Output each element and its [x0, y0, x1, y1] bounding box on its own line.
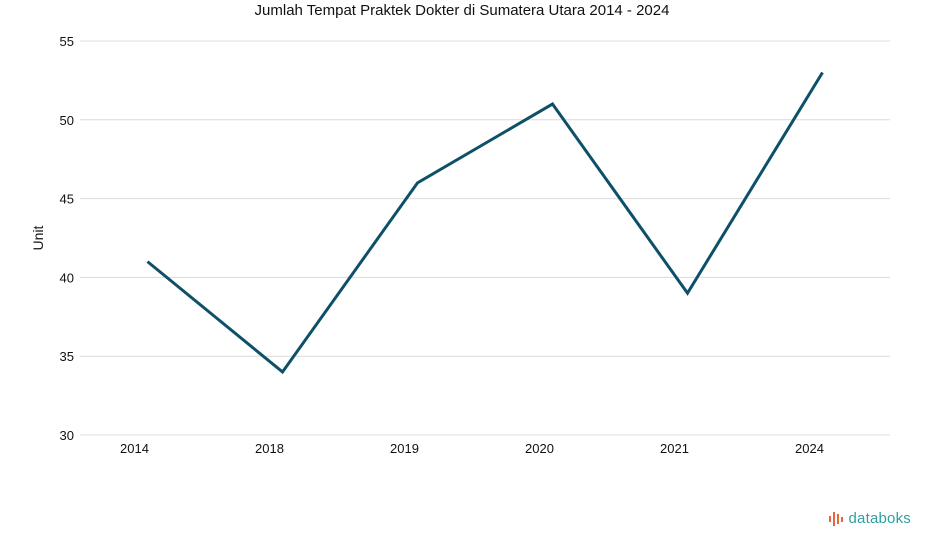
brand-name: databoks [848, 509, 911, 527]
y-tick-label: 55 [60, 34, 74, 49]
grid-lines [80, 40, 890, 436]
chart-title: Jumlah Tempat Praktek Dokter di Sumatera… [255, 2, 670, 19]
x-tick-label: 2019 [390, 441, 419, 456]
y-tick-label: 35 [60, 349, 74, 364]
x-tick-label: 2024 [795, 441, 824, 456]
databoks-bars-icon [828, 512, 843, 526]
x-tick-label: 2018 [255, 441, 284, 456]
y-tick-label: 40 [60, 270, 74, 285]
y-axis-label: Unit [30, 225, 46, 250]
databoks-logo: databoks [828, 509, 911, 527]
series-line [146, 71, 824, 375]
x-axis-ticks: 2014 2018 2019 2020 2021 2024 [120, 441, 824, 456]
x-tick-label: 2020 [525, 441, 554, 456]
series-group [146, 71, 824, 375]
y-axis-ticks: 30 35 40 45 50 55 [60, 34, 74, 443]
y-tick-label: 30 [60, 428, 74, 443]
x-tick-label: 2014 [120, 441, 149, 456]
y-tick-label: 50 [60, 113, 74, 128]
y-tick-label: 45 [60, 192, 74, 207]
x-tick-label: 2021 [660, 441, 689, 456]
